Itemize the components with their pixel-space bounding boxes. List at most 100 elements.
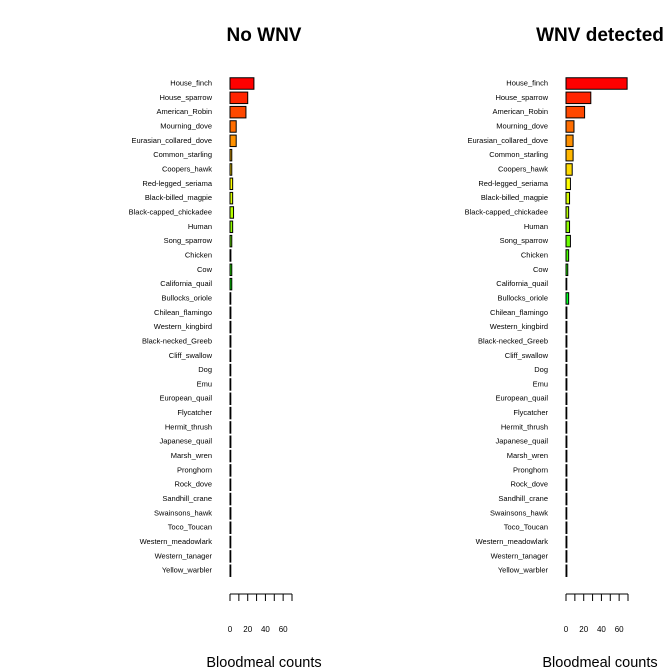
- x-tick-label: 60: [615, 625, 624, 634]
- bar-yellow-warbler: [229, 564, 232, 577]
- bar-coopers-hawk: [565, 163, 573, 176]
- x-axis-title: Bloodmeal counts: [206, 655, 321, 671]
- category-label: Coopers_hawk: [498, 164, 548, 173]
- category-label: Chicken: [521, 250, 548, 259]
- category-label: European_quail: [495, 394, 548, 403]
- category-label: Mourning_dove: [496, 121, 548, 130]
- category-label: House_finch: [170, 78, 212, 87]
- category-label: Flycatcher: [177, 408, 212, 417]
- bar-song-sparrow: [229, 234, 233, 248]
- category-label: Chilean_flamingo: [154, 308, 212, 317]
- bar-swainsons-hawk: [565, 507, 568, 520]
- bar-rock-dove: [565, 478, 568, 491]
- category-label: Black-necked_Greeb: [478, 336, 548, 345]
- category-label: Mourning_dove: [160, 121, 212, 130]
- bar-emu: [565, 378, 568, 391]
- bar-black-necked-greeb: [565, 335, 568, 348]
- category-label: Rock_dove: [174, 480, 212, 489]
- category-label: Human: [188, 222, 212, 231]
- bar-pronghorn: [565, 464, 568, 477]
- bar-cliff-swallow: [229, 349, 232, 363]
- category-label: American_Robin: [157, 107, 212, 116]
- bar-mourning-dove: [229, 120, 237, 133]
- bar-black-billed-magpie: [565, 191, 571, 205]
- category-label: Western_meadowlark: [140, 537, 213, 546]
- category-label: Black-billed_magpie: [145, 193, 212, 202]
- panel-title: WNV detected: [536, 25, 664, 46]
- bar-marsh-wren: [229, 449, 232, 463]
- x-tick-label: 0: [228, 625, 233, 634]
- bar-house-finch: [565, 77, 628, 90]
- category-label: Chicken: [185, 250, 212, 259]
- bar-chilean-flamingo: [229, 306, 232, 320]
- bar-flycatcher: [229, 406, 232, 420]
- category-label: Sandhill_crane: [498, 494, 548, 503]
- bar-hermit-thrush: [565, 421, 568, 434]
- bar-rock-dove: [229, 478, 232, 491]
- bar-human: [565, 220, 571, 234]
- bar-coopers-hawk: [229, 163, 233, 176]
- category-label: Red-legged_seriama: [478, 179, 548, 188]
- category-label: Western_kingbird: [154, 322, 212, 331]
- category-label: Cow: [197, 265, 213, 274]
- category-label: Yellow_warbler: [498, 566, 549, 575]
- category-label: American_Robin: [493, 107, 548, 116]
- bar-yellow-warbler: [565, 564, 568, 577]
- bar-dog: [229, 363, 232, 377]
- category-label: Bullocks_oriole: [162, 293, 212, 302]
- bar-western-meadowlark: [229, 535, 232, 549]
- category-label: Song_sparrow: [164, 236, 213, 245]
- category-label: Coopers_hawk: [162, 164, 212, 173]
- category-label: Human: [524, 222, 548, 231]
- bar-toco-toucan: [229, 521, 232, 534]
- category-label: Swainsons_hawk: [490, 508, 548, 517]
- bar-black-necked-greeb: [229, 335, 232, 348]
- category-label: Toco_Toucan: [504, 523, 548, 532]
- category-label: Common_starling: [489, 150, 548, 159]
- bar-western-meadowlark: [565, 535, 568, 549]
- bar-western-tanager: [229, 550, 232, 563]
- bar-bullocks-oriole: [229, 292, 232, 305]
- category-label: Emu: [533, 379, 548, 388]
- x-tick-label: 60: [279, 625, 288, 634]
- bar-pronghorn: [229, 464, 232, 477]
- category-label: House_finch: [506, 78, 548, 87]
- category-label: Cow: [533, 265, 549, 274]
- bar-california-quail: [229, 277, 233, 291]
- category-label: Western_meadowlark: [476, 537, 549, 546]
- category-label: Dog: [198, 365, 212, 374]
- category-label: Yellow_warbler: [162, 566, 213, 575]
- category-label: Bullocks_oriole: [498, 293, 548, 302]
- x-tick-label: 0: [564, 625, 569, 634]
- category-label: Western_kingbird: [490, 322, 548, 331]
- category-label: Black-necked_Greeb: [142, 336, 212, 345]
- bar-western-tanager: [565, 550, 568, 563]
- category-label: Eurasian_collared_dove: [132, 136, 212, 145]
- category-label: House_sparrow: [495, 93, 548, 102]
- bar-eurasian-collared-dove: [565, 134, 574, 148]
- bar-marsh-wren: [565, 449, 568, 463]
- bar-bullocks-oriole: [565, 292, 570, 305]
- bar-flycatcher: [565, 406, 568, 420]
- category-label: Black-capped_chickadee: [465, 207, 548, 216]
- category-label: Sandhill_crane: [162, 494, 212, 503]
- bar-human: [229, 220, 234, 234]
- category-label: House_sparrow: [159, 93, 212, 102]
- category-label: Eurasian_collared_dove: [468, 136, 548, 145]
- bar-american-robin: [229, 105, 247, 119]
- category-label: Rock_dove: [510, 480, 548, 489]
- bar-common-starling: [565, 148, 574, 162]
- category-label: Red-legged_seriama: [142, 179, 212, 188]
- category-label: Japanese_quail: [159, 437, 212, 446]
- x-tick-label: 40: [261, 625, 270, 634]
- bar-european-quail: [565, 392, 568, 406]
- bar-california-quail: [565, 277, 568, 291]
- x-axis-title: Bloodmeal counts: [542, 655, 657, 671]
- category-label: California_quail: [160, 279, 212, 288]
- category-label: California_quail: [496, 279, 548, 288]
- category-label: Cliff_swallow: [505, 351, 549, 360]
- category-label: Emu: [197, 379, 212, 388]
- category-label: Flycatcher: [513, 408, 548, 417]
- bar-black-capped-chickadee: [565, 206, 570, 219]
